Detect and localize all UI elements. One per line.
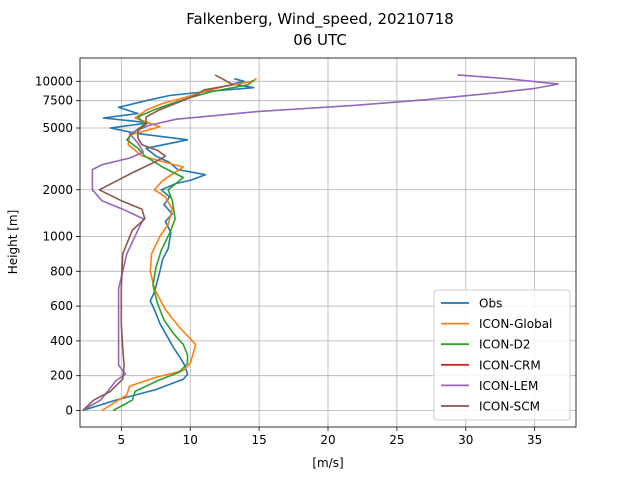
legend: Obs ICON-Global ICON-D2 ICON-CRM ICON-LEM ICO… [433, 289, 571, 421]
x-axis-ticks: 5 10 15 20 25 30 35 [118, 427, 542, 447]
y-tick-label: 1000 [42, 230, 73, 244]
x-tick-label: 35 [527, 433, 542, 447]
chart-title-line1: Falkenberg, Wind_speed, 20210718 [186, 10, 454, 29]
x-tick-label: 15 [251, 433, 266, 447]
legend-label-icon-lem: ICON-LEM [479, 379, 538, 393]
x-tick-label: 5 [118, 433, 126, 447]
x-tick-label: 25 [389, 433, 404, 447]
x-axis-label: [m/s] [312, 456, 343, 470]
legend-label-icon-crm: ICON-CRM [479, 358, 541, 372]
y-tick-label: 2000 [42, 183, 73, 197]
legend-label-icon-d2: ICON-D2 [479, 338, 531, 352]
y-tick-label: 5000 [42, 121, 73, 135]
legend-box [433, 289, 571, 421]
legend-items: Obs ICON-Global ICON-D2 ICON-CRM ICON-LEM ICO… [441, 297, 552, 414]
y-tick-label: 400 [50, 334, 73, 348]
legend-label-icon-scm: ICON-SCM [479, 400, 540, 414]
chart-title-line2: 06 UTC [293, 31, 347, 49]
y-tick-label: 800 [50, 264, 73, 278]
y-tick-label: 0 [65, 404, 73, 418]
x-tick-label: 30 [458, 433, 473, 447]
y-tick-label: 7500 [42, 94, 73, 108]
y-tick-label: 10000 [35, 74, 73, 88]
plot-series [82, 74, 559, 412]
y-tick-label: 600 [50, 299, 73, 313]
series-line-icon-lem [82, 74, 559, 412]
legend-label-icon-global: ICON-Global [479, 317, 552, 331]
y-axis-ticks: 0 200 400 600 800 1000 2000 5000 7500 10000 [35, 74, 80, 418]
series-line-icon-scm [82, 74, 234, 412]
series-line-icon-d2 [112, 79, 255, 412]
series-line-icon-global [101, 77, 258, 412]
x-tick-label: 20 [320, 433, 335, 447]
x-tick-label: 10 [183, 433, 198, 447]
y-axis-label: Height [m] [6, 210, 20, 275]
legend-label-obs: Obs [479, 297, 502, 311]
y-tick-label: 200 [50, 369, 73, 383]
